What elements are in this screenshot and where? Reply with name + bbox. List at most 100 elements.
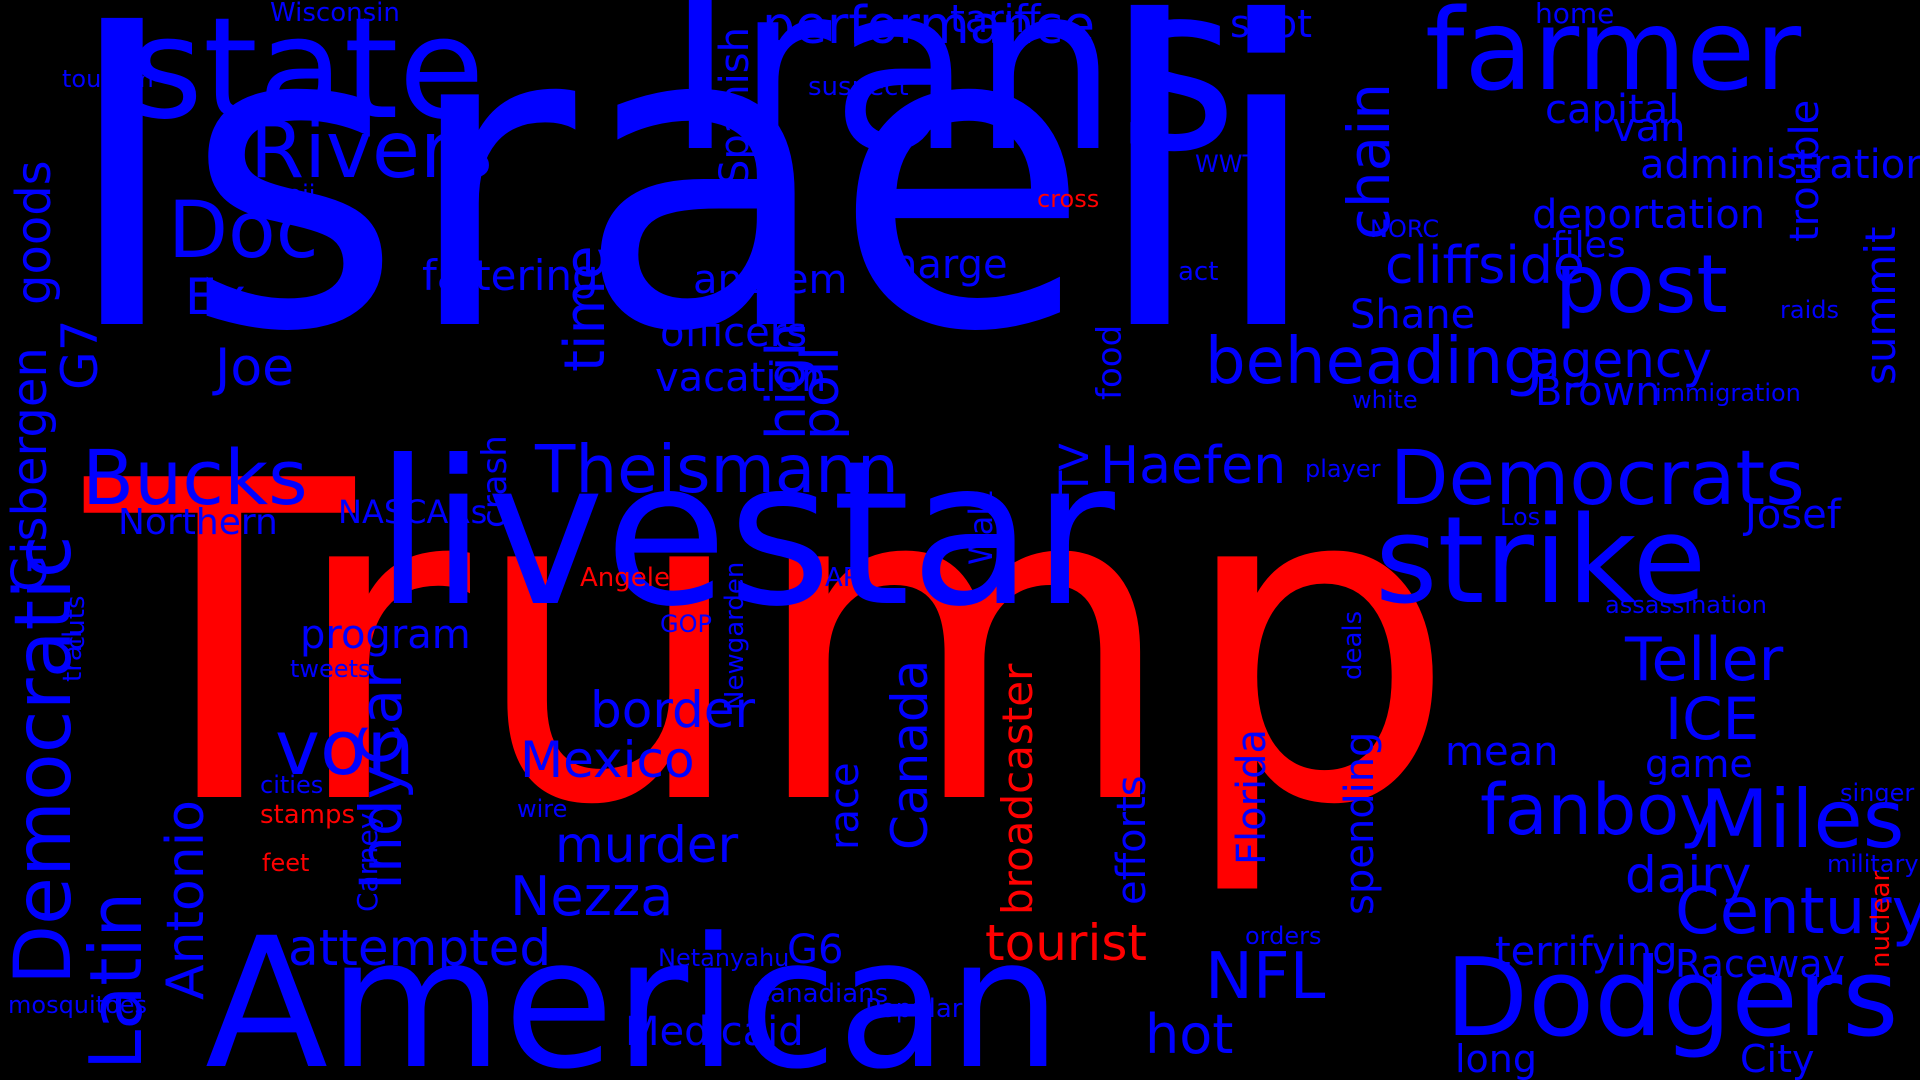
word-bucks: Bucks [82,433,308,522]
word-capital: Spanish [712,27,758,185]
word-ap: trail [58,630,88,682]
word-g6: WWT [1195,150,1258,178]
word-nuclear: Raceway [1675,942,1845,986]
word-immigration: Los [1500,503,1541,531]
word-chain: long [1455,1037,1538,1080]
word-strike: strike [1375,492,1707,631]
word-cliffside: Antonio [156,800,216,1000]
word-latin: murder [555,816,739,874]
word-trans: Trans [630,0,1238,203]
word-raids: player [1305,455,1381,483]
word-shane: faltering [422,251,599,300]
word-white: crash [475,435,515,528]
word-border: files [1552,225,1626,266]
word-orders: Canada [881,659,939,850]
word-cuts: singer [1840,779,1915,807]
word-rivers: Rivers [250,106,493,196]
word-dodgers: Dodgers [1445,936,1899,1061]
word-norc: white [1352,386,1418,414]
word-race: Carney [351,812,384,912]
word-time: Medicaid [625,1009,804,1055]
word-antonio: Nezza [510,865,674,928]
word-game: van [1612,105,1686,151]
word-century: Teller [1625,625,1784,695]
word-von: Century [1675,875,1920,949]
word-theismann: Theismann [535,431,899,508]
word-efforts: G6 [787,927,844,973]
word-gop: Angeles [580,563,684,593]
word-faltering: trouble [1782,99,1828,242]
word-doc: Doc [168,186,319,276]
word-mosquitoes: deals [1338,610,1368,680]
word-ice: cliffside [1385,236,1585,296]
word-performance: summit [1856,226,1905,385]
word-medicaid: cross [1037,185,1100,213]
word-israeli: Israeli [60,0,1325,424]
word-player: Walz [962,490,1000,565]
word-democrats: Democrats [1390,433,1805,522]
word-nascars: Northern [118,502,278,543]
word-teller: beheading [1205,325,1544,399]
word-ex: von [275,703,415,792]
word-mean: tourism [62,65,154,93]
word-stamps: tweets [290,655,371,683]
word-carney: stamps [260,800,356,830]
word-officers: goods [6,160,62,305]
word-trouble: City [1740,1037,1815,1080]
word-tariff: Josef [1745,492,1841,538]
word-florida: tourist [985,914,1147,972]
word-administration: home [1535,0,1615,30]
word-state: state [130,0,485,151]
word-terrifying: suspect [808,72,909,102]
word-home: vacation [655,355,827,401]
word-nezza: Haefen [1100,436,1287,496]
word-walz: nuclear [1866,870,1896,968]
word-farmer: farmer [1425,0,1802,116]
word-deportation: tariff [950,0,1041,41]
word-military: race [822,762,868,850]
word-mexico: deportation [1532,192,1766,238]
word-crash: military [1827,850,1919,878]
word-anthem: Joe [215,338,295,398]
word-miles: ICE [1665,685,1760,753]
word-broadcaster: attempted [288,919,552,977]
word-summit: mosquitoes [8,991,148,1019]
word-democratic: game [1645,742,1753,786]
word-singer: Mexico [520,731,695,789]
word-charge: G7 [51,319,109,390]
word-g7: assassination [1605,591,1767,619]
word-raceway: Hawaii [235,180,316,208]
word-indycar: cities [260,771,324,799]
word-tweets: AP [825,563,859,593]
word-spot: Ex [185,268,247,326]
word-suspect: act [1178,257,1219,287]
word-joe: NFL [1205,940,1326,1014]
word-tv: fanboy [1480,769,1721,851]
word-goods: mean [1445,729,1559,775]
word-wire: Newgarden [720,561,750,710]
word-tourist: time [553,245,618,372]
word-wwt: raids [1780,296,1839,324]
word-los: NASCARs [338,493,488,531]
word-trump: Trump [85,389,1457,901]
word-food: Netanyahu [658,944,790,972]
word-trail: dairy [1625,846,1752,904]
word-program: administration [1640,142,1920,188]
word-cities: program [300,612,471,658]
word-beheading: Latin [74,891,158,1070]
word-canadians: efforts [1109,775,1155,905]
word-van: officers [660,310,808,356]
word-feet: border [590,681,756,739]
word-poll: Popular [865,994,963,1024]
word-newgarden: wire [517,795,568,823]
word-city: charge [870,242,1008,288]
word-deals: terrifying [1495,929,1678,975]
word-american: American [205,900,1062,1080]
word-fanboy: chain [1335,82,1403,240]
word-canada: feet [262,849,310,877]
word-long: anthem [693,257,848,303]
word-act: immigration [1655,379,1801,407]
word-dairy: Shane [1350,292,1476,338]
word-cross: Brown [1535,369,1661,415]
word-wisconsin: TV [1052,443,1098,495]
